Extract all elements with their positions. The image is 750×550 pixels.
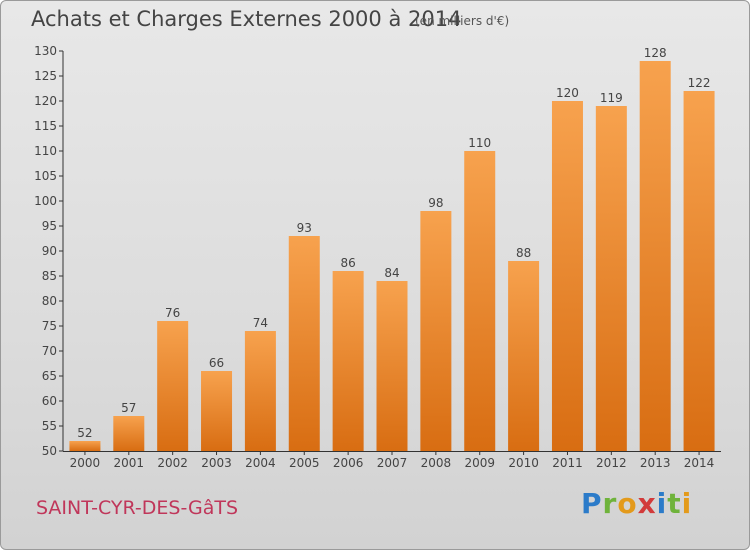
logo-letter: i — [681, 487, 693, 520]
data-label: 84 — [384, 266, 399, 280]
x-tick-label: 2000 — [70, 456, 101, 470]
bar-2011 — [551, 101, 583, 451]
logo-letter: r — [602, 487, 618, 520]
data-label: 122 — [688, 76, 711, 90]
data-label: 57 — [121, 401, 136, 415]
data-label: 110 — [468, 136, 491, 150]
proxiti-logo[interactable]: Proxiti — [581, 487, 692, 520]
data-label: 93 — [297, 221, 312, 235]
x-tick-label: 2013 — [640, 456, 671, 470]
bar-2006 — [332, 271, 364, 451]
x-tick-label: 2010 — [508, 456, 539, 470]
bar-2012 — [595, 106, 627, 451]
bar-2007 — [376, 281, 408, 451]
y-tick-label: 65 — [42, 369, 57, 383]
bar-2014 — [683, 91, 715, 451]
x-tick-label: 2008 — [421, 456, 452, 470]
x-tick-label: 2006 — [333, 456, 364, 470]
y-tick-label: 50 — [42, 444, 57, 458]
data-label: 66 — [209, 356, 224, 370]
data-label: 88 — [516, 246, 531, 260]
chart-title: Achats et Charges Externes 2000 à 2014 — [31, 7, 462, 31]
bar-2004 — [244, 331, 276, 451]
logo-letter: P — [581, 487, 603, 520]
y-tick-label: 85 — [42, 269, 57, 283]
x-tick-label: 2007 — [377, 456, 408, 470]
data-label: 86 — [340, 256, 355, 270]
data-label: 120 — [556, 86, 579, 100]
logo-letter: o — [617, 487, 638, 520]
y-tick-label: 75 — [42, 319, 57, 333]
x-tick-label: 2011 — [552, 456, 583, 470]
bar-2008 — [420, 211, 452, 451]
bar-2000 — [69, 441, 101, 451]
data-label: 128 — [644, 46, 667, 60]
bar-2013 — [639, 61, 671, 451]
data-label: 98 — [428, 196, 443, 210]
y-tick-label: 95 — [42, 219, 57, 233]
x-tick-label: 2002 — [157, 456, 188, 470]
y-tick-label: 120 — [34, 94, 57, 108]
y-tick-label: 60 — [42, 394, 57, 408]
y-tick-label: 125 — [34, 69, 57, 83]
bar-2010 — [508, 261, 540, 451]
bar-2003 — [201, 371, 233, 451]
x-tick-label: 2014 — [684, 456, 715, 470]
data-label: 74 — [253, 316, 268, 330]
x-tick-label: 2004 — [245, 456, 276, 470]
data-label: 76 — [165, 306, 180, 320]
x-tick-label: 2003 — [201, 456, 232, 470]
bar-2009 — [464, 151, 496, 451]
x-tick-label: 2012 — [596, 456, 627, 470]
y-tick-label: 55 — [42, 419, 57, 433]
y-tick-label: 90 — [42, 244, 57, 258]
logo-letter: i — [656, 487, 668, 520]
y-tick-label: 80 — [42, 294, 57, 308]
x-tick-label: 2001 — [114, 456, 145, 470]
chart-subtitle: (en milliers d'€) — [415, 14, 510, 28]
y-tick-label: 115 — [34, 119, 57, 133]
x-tick-label: 2009 — [464, 456, 495, 470]
logo-letter: t — [667, 487, 682, 520]
y-tick-label: 105 — [34, 169, 57, 183]
bar-2002 — [157, 321, 189, 451]
logo-letter: x — [637, 487, 657, 520]
y-tick-label: 100 — [34, 194, 57, 208]
city-name: SAINT-CYR-DES-GâTS — [36, 497, 239, 519]
bar-2001 — [113, 416, 145, 451]
data-label: 52 — [77, 426, 92, 440]
x-tick-label: 2005 — [289, 456, 320, 470]
y-tick-label: 110 — [34, 144, 57, 158]
bar-2005 — [288, 236, 320, 451]
y-tick-label: 130 — [34, 44, 57, 58]
data-label: 119 — [600, 91, 623, 105]
y-tick-label: 70 — [42, 344, 57, 358]
